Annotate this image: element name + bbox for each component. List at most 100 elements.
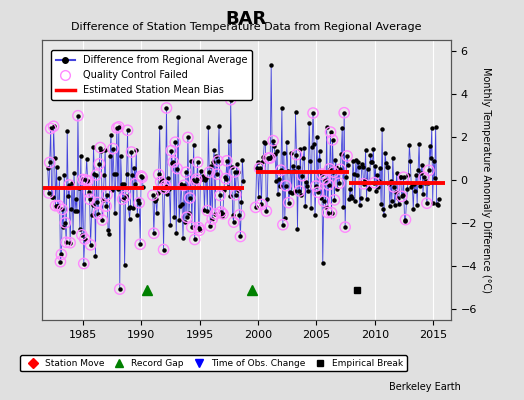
Point	[329, 169, 337, 175]
Point	[211, 211, 220, 217]
Point	[401, 216, 410, 223]
Point	[326, 129, 335, 135]
Point	[255, 165, 264, 171]
Point	[230, 219, 238, 225]
Point	[390, 184, 398, 190]
Point	[162, 105, 171, 111]
Point	[257, 201, 266, 208]
Point	[203, 208, 212, 214]
Point	[62, 239, 70, 246]
Point	[74, 112, 82, 119]
Point	[252, 204, 260, 210]
Point	[137, 173, 145, 179]
Point	[84, 189, 93, 195]
Point	[149, 192, 157, 198]
Point	[235, 212, 244, 218]
Text: Difference of Station Temperature Data from Regional Average: Difference of Station Temperature Data f…	[71, 22, 421, 32]
Point	[45, 190, 53, 196]
Point	[192, 176, 201, 182]
Point	[214, 158, 222, 164]
Point	[118, 196, 127, 202]
Point	[122, 193, 130, 199]
Point	[180, 182, 188, 188]
Point	[231, 169, 239, 175]
Point	[312, 183, 320, 189]
Point	[281, 182, 290, 189]
Point	[216, 192, 224, 199]
Point	[336, 166, 344, 172]
Point	[223, 158, 231, 164]
Point	[94, 210, 103, 217]
Point	[61, 220, 70, 226]
Point	[399, 174, 408, 180]
Point	[208, 216, 216, 222]
Point	[226, 96, 235, 103]
Point	[98, 217, 106, 223]
Legend: Station Move, Record Gap, Time of Obs. Change, Empirical Break: Station Move, Record Gap, Time of Obs. C…	[20, 355, 407, 372]
Point	[65, 182, 73, 188]
Point	[95, 161, 104, 167]
Point	[298, 172, 307, 179]
Point	[135, 200, 144, 206]
Point	[318, 171, 326, 177]
Point	[262, 208, 270, 214]
Point	[264, 155, 272, 161]
Point	[184, 134, 192, 141]
Y-axis label: Monthly Temperature Anomaly Difference (°C): Monthly Temperature Anomaly Difference (…	[481, 67, 491, 293]
Point	[160, 185, 169, 192]
Point	[54, 202, 63, 209]
Point	[266, 155, 275, 161]
Point	[330, 197, 339, 203]
Point	[123, 127, 132, 134]
Point	[292, 152, 301, 158]
Point	[205, 169, 213, 176]
Point	[309, 110, 317, 116]
Point	[161, 182, 170, 189]
Point	[328, 210, 336, 216]
Point	[182, 169, 190, 176]
Point	[46, 159, 54, 166]
Point	[173, 165, 181, 172]
Point	[157, 179, 165, 185]
Point	[49, 123, 58, 130]
Point	[58, 206, 67, 212]
Point	[66, 240, 74, 246]
Point	[109, 146, 117, 152]
Point	[213, 171, 221, 178]
Point	[116, 286, 124, 292]
Point	[81, 236, 89, 242]
Point	[323, 209, 332, 216]
Point	[131, 180, 139, 187]
Point	[103, 192, 111, 198]
Point	[47, 125, 55, 132]
Point	[206, 223, 214, 229]
Point	[78, 232, 86, 238]
Point	[51, 202, 60, 209]
Point	[113, 125, 121, 131]
Point	[285, 200, 293, 206]
Point	[82, 177, 90, 183]
Point	[194, 224, 203, 231]
Point	[83, 178, 92, 184]
Point	[341, 224, 350, 230]
Point	[138, 174, 146, 181]
Point	[191, 236, 199, 243]
Point	[167, 148, 176, 154]
Point	[185, 195, 194, 201]
Point	[217, 209, 225, 215]
Point	[96, 144, 104, 151]
Point	[343, 153, 351, 159]
Point	[397, 193, 406, 200]
Point	[423, 200, 431, 206]
Point	[279, 222, 287, 228]
Point	[85, 196, 94, 202]
Point	[236, 233, 245, 240]
Point	[314, 189, 322, 196]
Point	[370, 180, 378, 186]
Point	[56, 258, 64, 265]
Point	[195, 227, 204, 233]
Point	[424, 167, 433, 174]
Point	[86, 242, 95, 248]
Point	[127, 149, 136, 155]
Point	[150, 230, 158, 236]
